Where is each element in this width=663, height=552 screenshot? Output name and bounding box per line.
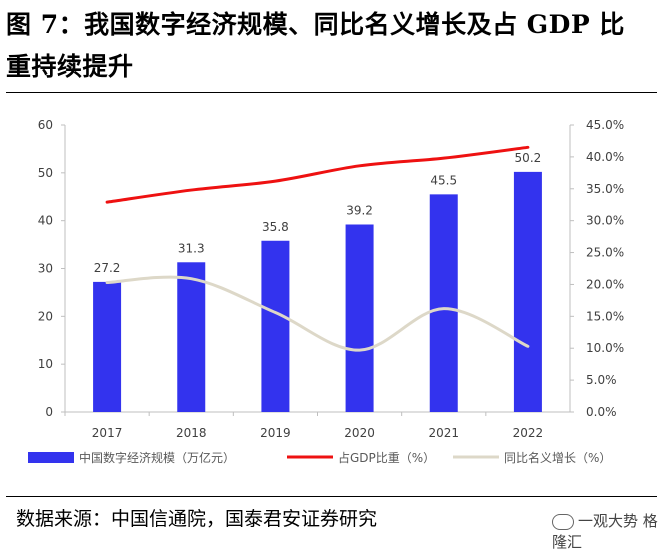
legend-label: 同比名义增长（%） [504,450,611,465]
y-left-tick-label: 20 [38,309,53,323]
bar-value-label: 31.3 [178,241,205,255]
y-right-tick-label: 35.0% [586,182,624,196]
legend-swatch-bar [28,452,74,463]
y-left-tick-label: 30 [38,262,53,276]
chart: 0 10 20 30 40 50 60 0.0% 5.0% 10.0% 15.0% 20.0% 25.0… [28,118,624,465]
wechat-icon [552,513,574,530]
watermark-text: 一观大势 格隆汇 [552,512,658,551]
x-tick-label: 2017 [92,426,123,440]
y-right-tick-label: 40.0% [586,150,624,164]
y-left-tick-label: 60 [38,118,53,132]
y-right-tick-label: 10.0% [586,341,624,355]
yoy-growth-line [105,275,530,352]
chart-legend: 中国数字经济规模（万亿元） 占GDP比重（%） 同比名义增长（%） [28,450,611,465]
source-rule [6,496,657,497]
x-tick-label: 2022 [513,426,544,440]
chart-data-labels: 27.2 31.3 35.8 39.2 45.5 50.2 [94,151,542,275]
y-left-tick-label: 0 [45,405,53,419]
bar [177,262,206,412]
watermark: 一观大势 格隆汇 [552,510,663,552]
source-note: 数据来源：中国信通院，国泰君安证券研究 [16,508,378,530]
bar [513,171,542,412]
y-right-tick-label: 30.0% [586,214,624,228]
x-tick-label: 2018 [176,426,207,440]
bar-value-label: 35.8 [262,220,289,234]
bar-value-label: 39.2 [346,203,373,217]
y-right-tick-label: 45.0% [586,118,624,132]
x-tick-label: 2019 [260,426,291,440]
bar-value-label: 27.2 [94,261,121,275]
figure-title: 图 7：我国数字经济规模、同比名义增长及占 GDP 比 重持续提升 [6,4,656,88]
x-tick-label: 2021 [428,426,459,440]
y-left-tick-label: 10 [38,357,53,371]
x-tick-label: 2020 [344,426,375,440]
y-right-tick-label: 5.0% [586,373,617,387]
bar-value-label: 45.5 [430,173,457,187]
gdp-share-line [105,145,530,204]
y-right-tick-label: 15.0% [586,309,624,323]
bar [261,240,290,412]
y-left-tick-label: 50 [38,166,53,180]
bar [429,194,458,412]
legend-label: 中国数字经济规模（万亿元） [79,450,235,465]
y-left-tick-label: 40 [38,214,53,228]
bar [93,281,122,412]
bar-value-label: 50.2 [515,151,542,165]
chart-lines [105,145,530,352]
bar [345,224,374,412]
title-line-2: 重持续提升 [6,52,134,81]
y-right-tick-label: 20.0% [586,277,624,291]
title-rule [6,92,657,93]
y-right-tick-label: 0.0% [586,405,617,419]
title-line-1: 图 7：我国数字经济规模、同比名义增长及占 GDP 比 [6,10,625,39]
legend-label: 占GDP比重（%） [338,450,435,465]
chart-axes: 0 10 20 30 40 50 60 0.0% 5.0% 10.0% 15.0% 20.0% 25.0… [38,118,624,440]
chart-bars [93,171,542,412]
y-right-tick-label: 25.0% [586,246,624,260]
